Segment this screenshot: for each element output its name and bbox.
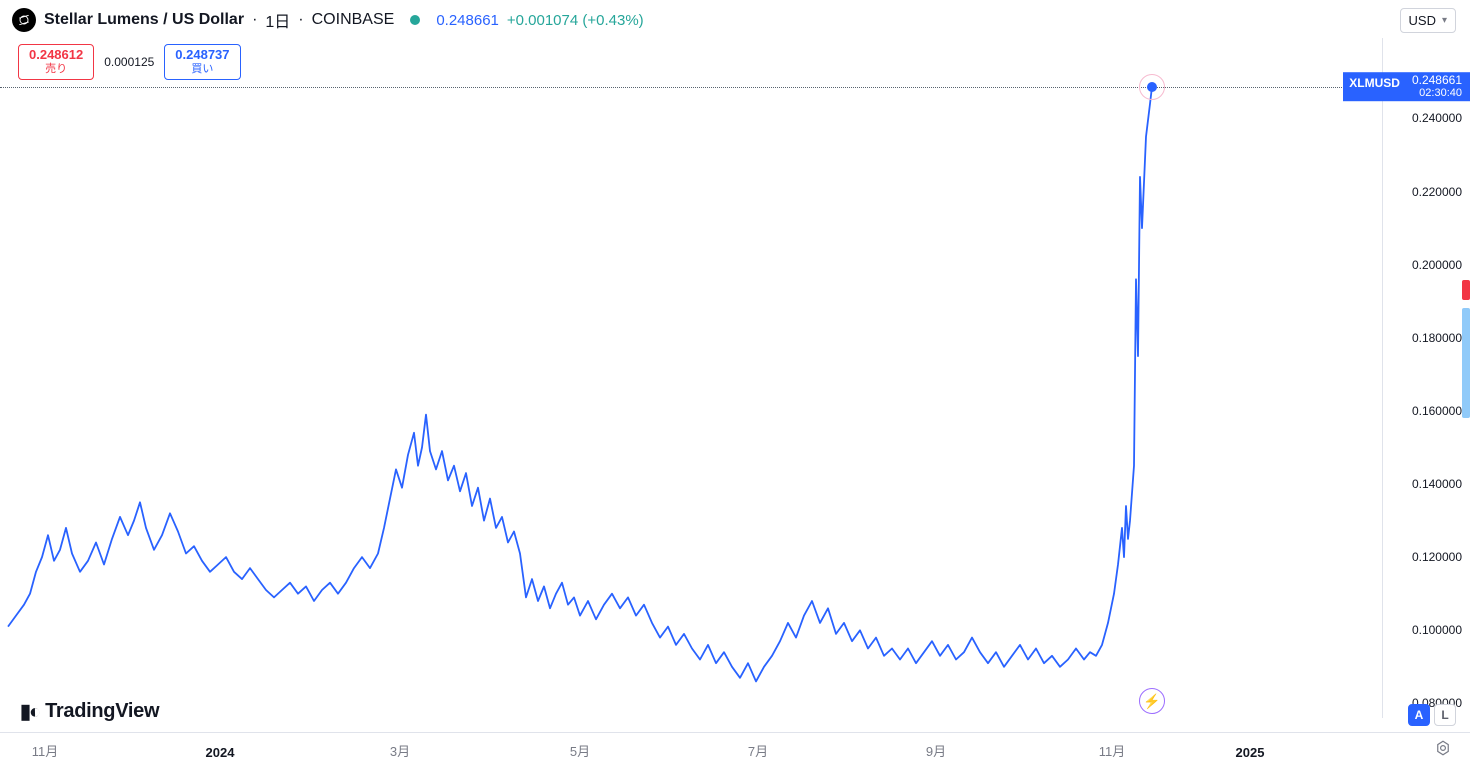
x-axis-tick: 11月 (32, 741, 59, 760)
asset-icon (12, 8, 36, 32)
axis-settings-button[interactable] (1434, 739, 1452, 762)
y-axis-tick: 0.240000 (1412, 111, 1462, 125)
y-axis-tick: 0.200000 (1412, 258, 1462, 272)
y-axis-tick: 0.100000 (1412, 623, 1462, 637)
x-axis-tick: 11月 (1099, 741, 1126, 760)
right-scroll-indicator (1462, 280, 1470, 426)
y-axis-tick: 0.140000 (1412, 477, 1462, 491)
log-scale-button[interactable]: L (1434, 704, 1456, 726)
interval-label[interactable]: 1日 (265, 8, 290, 32)
y-axis-tick: 0.160000 (1412, 404, 1462, 418)
badge-countdown: 02:30:40 (1412, 87, 1462, 100)
chart-area[interactable]: ⚡ (0, 38, 1380, 718)
y-axis-tick: 0.220000 (1412, 185, 1462, 199)
exchange-label[interactable]: COINBASE (312, 11, 395, 29)
tradingview-logo[interactable]: ▮◐ TradingView (20, 699, 159, 724)
currency-value: USD (1409, 13, 1436, 28)
separator-dot: · (252, 11, 257, 29)
symbol-badge: XLMUSD (1343, 72, 1406, 102)
scale-mode-buttons: A L (1408, 704, 1456, 726)
separator-dot: · (298, 11, 303, 29)
market-status-dot (410, 15, 420, 25)
y-axis[interactable]: XLMUSD 0.248661 02:30:40 0.2400000.22000… (1382, 38, 1470, 718)
auto-scale-button[interactable]: A (1408, 704, 1430, 726)
x-axis-tick: 2025 (1236, 745, 1265, 760)
x-axis-tick: 2024 (206, 745, 235, 760)
last-price: 0.248661 (436, 12, 499, 29)
currency-selector[interactable]: USD ▾ (1400, 8, 1456, 33)
price-change: +0.001074 (+0.43%) (507, 12, 644, 29)
price-crossline (0, 87, 1380, 88)
x-axis-tick: 5月 (570, 741, 590, 760)
tv-logo-text: TradingView (45, 700, 159, 723)
price-badge-values: 0.248661 02:30:40 (1406, 72, 1470, 102)
x-axis[interactable]: 11月 2024 3月 5月 7月 9月 11月 2025 (0, 732, 1470, 772)
y-axis-tick: 0.180000 (1412, 331, 1462, 345)
pair-name[interactable]: Stellar Lumens / US Dollar (44, 11, 244, 29)
x-axis-tick: 3月 (390, 741, 410, 760)
y-axis-tick: 0.120000 (1412, 550, 1462, 564)
chevron-down-icon: ▾ (1442, 15, 1447, 26)
x-axis-tick: 9月 (926, 741, 946, 760)
tv-glyph-icon: ▮◐ (20, 699, 39, 724)
badge-price: 0.248661 (1412, 73, 1462, 87)
chart-svg (0, 38, 1380, 718)
last-point-dot (1147, 82, 1157, 92)
current-price-badge: XLMUSD 0.248661 02:30:40 (1343, 72, 1470, 102)
lightning-replay-button[interactable]: ⚡ (1139, 688, 1165, 714)
chart-header: Stellar Lumens / US Dollar · 1日 · COINBA… (12, 8, 1400, 32)
x-axis-tick: 7月 (748, 741, 768, 760)
